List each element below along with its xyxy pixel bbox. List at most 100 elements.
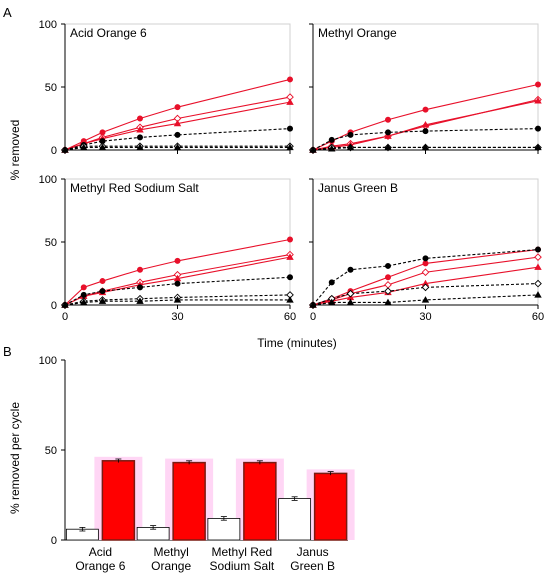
data-point <box>421 296 430 303</box>
data-point <box>286 236 293 243</box>
data-point <box>286 98 294 105</box>
x-tick-label: 60 <box>284 311 296 323</box>
data-point <box>384 287 392 295</box>
data-point <box>328 136 335 143</box>
line-panel-2: Methyl Orange <box>309 23 542 154</box>
data-point <box>421 268 430 277</box>
y-tick-label: 50 <box>45 237 57 249</box>
line-panel-3: 0 30 60 0 50 100 Methyl Red Sodium Salt <box>39 174 296 323</box>
data-point <box>136 115 143 122</box>
bar-red <box>243 461 277 541</box>
data-point <box>346 143 355 151</box>
panel-title: Methyl Red Sodium Salt <box>70 181 199 195</box>
panel-title: Methyl Orange <box>318 26 397 40</box>
series-6 <box>309 291 542 308</box>
series-5 <box>309 279 542 309</box>
x-tick-label: 0 <box>310 311 316 323</box>
data-point <box>328 298 336 306</box>
series-6 <box>309 143 542 153</box>
data-point <box>422 106 429 113</box>
bar-red <box>101 460 136 541</box>
panel-frame <box>64 23 291 151</box>
data-point <box>286 296 294 303</box>
data-point <box>534 263 542 270</box>
y-tick-label: 100 <box>39 174 57 186</box>
data-point <box>286 274 293 281</box>
data-point <box>174 131 181 138</box>
series-line <box>312 249 539 306</box>
y-tick-label: 0 <box>51 535 57 547</box>
charts-layer: 0 50 100 Acid Orange 6 Methyl Orange 0 30 60 0 50… <box>39 19 544 573</box>
category-label: Methyl <box>153 545 188 559</box>
data-point <box>286 143 294 151</box>
y-tick-label: 100 <box>39 19 57 31</box>
category-label: Orange 6 <box>75 559 125 573</box>
panel-b-label: B <box>3 344 12 359</box>
data-point <box>286 76 293 83</box>
x-tick-label: 0 <box>62 311 68 323</box>
data-point <box>384 143 392 151</box>
category-label: Sodium Salt <box>210 559 275 573</box>
x-tick-label: 30 <box>419 311 431 323</box>
line-panel-1: 0 50 100 Acid Orange 6 <box>39 19 294 157</box>
panel-a-x-axis-label: Time (minutes) <box>257 336 337 350</box>
bar-red <box>313 472 348 541</box>
data-point <box>534 253 542 261</box>
y-tick-label: 0 <box>51 145 57 157</box>
data-point <box>174 280 181 287</box>
series-4 <box>62 274 293 308</box>
data-point <box>309 146 317 153</box>
panel-b-y-axis-label: % removed per cycle <box>8 402 22 514</box>
series-line <box>312 283 539 306</box>
data-point <box>99 288 106 295</box>
series-line <box>312 128 539 151</box>
y-tick-label: 50 <box>45 445 57 457</box>
data-point <box>309 301 317 308</box>
x-tick-label: 60 <box>532 311 544 323</box>
data-point <box>328 279 335 286</box>
series-6 <box>61 143 294 153</box>
y-tick-label: 0 <box>51 300 57 312</box>
data-point <box>136 284 143 291</box>
data-point <box>534 97 542 104</box>
series-6 <box>61 296 294 308</box>
data-point <box>534 143 542 151</box>
data-point <box>421 283 430 292</box>
data-point <box>384 129 391 136</box>
data-point <box>347 266 354 273</box>
panel-title: Acid Orange 6 <box>70 26 147 40</box>
series-line <box>64 256 291 306</box>
data-point <box>173 119 182 127</box>
data-point <box>535 81 542 88</box>
data-point <box>136 266 143 273</box>
data-point <box>384 132 392 139</box>
bar-white <box>278 498 312 541</box>
data-point <box>61 301 69 308</box>
data-point <box>384 116 391 123</box>
panel-a-y-axis-label: % removed <box>8 120 22 181</box>
panel-a-label: A <box>3 5 12 20</box>
data-point <box>384 262 391 269</box>
data-point <box>98 297 107 304</box>
data-point <box>346 298 355 306</box>
data-point <box>173 296 182 303</box>
data-point <box>80 298 88 306</box>
data-point <box>535 246 542 253</box>
series-line <box>312 146 538 151</box>
series-1 <box>309 81 542 153</box>
category-label: Acid <box>89 545 112 559</box>
y-tick-label: 100 <box>39 355 57 367</box>
data-point <box>136 134 143 141</box>
series-line <box>64 238 291 306</box>
category-label: Methyl Red <box>212 545 273 559</box>
data-point <box>80 291 87 298</box>
data-point <box>136 297 144 304</box>
series-line <box>64 299 290 306</box>
y-tick-label: 50 <box>45 82 57 94</box>
category-label: Janus <box>297 545 329 559</box>
